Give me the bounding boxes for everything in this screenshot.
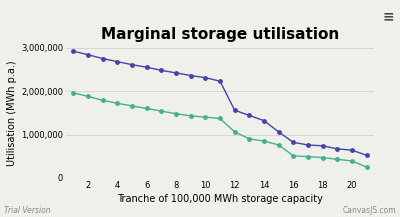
Charge: [335, 148, 340, 150]
Charge: [130, 63, 134, 66]
Charge: [291, 141, 296, 144]
Charge: [174, 72, 178, 74]
Charge: [188, 74, 193, 77]
Charge: [350, 149, 354, 151]
Discharge: [232, 131, 237, 133]
Charge: [232, 109, 237, 112]
Discharge: [335, 158, 340, 161]
Charge: [203, 76, 208, 79]
Discharge: [291, 155, 296, 157]
Charge: [364, 154, 369, 157]
Discharge: [364, 166, 369, 168]
Discharge: [144, 107, 149, 110]
Discharge: [320, 156, 325, 159]
Discharge: [130, 105, 134, 107]
Charge: [306, 144, 310, 146]
Text: CanvasJS.com: CanvasJS.com: [342, 206, 396, 215]
Discharge: [203, 116, 208, 118]
Charge: [86, 53, 90, 56]
X-axis label: Tranche of 100,000 MWh storage capacity: Tranche of 100,000 MWh storage capacity: [117, 194, 323, 204]
Charge: [115, 60, 120, 63]
Discharge: [350, 160, 354, 162]
Discharge: [306, 155, 310, 158]
Discharge: [71, 92, 76, 94]
Charge: [276, 131, 281, 133]
Discharge: [86, 95, 90, 98]
Discharge: [276, 144, 281, 146]
Charge: [218, 80, 222, 82]
Charge: [144, 66, 149, 69]
Line: Discharge: Discharge: [72, 91, 368, 169]
Charge: [262, 119, 266, 122]
Discharge: [262, 140, 266, 142]
Discharge: [159, 110, 164, 112]
Discharge: [218, 117, 222, 120]
Text: Trial Version: Trial Version: [4, 206, 51, 215]
Charge: [159, 69, 164, 72]
Charge: [100, 57, 105, 60]
Y-axis label: Utilisation (MWh p.a.): Utilisation (MWh p.a.): [7, 60, 17, 166]
Discharge: [188, 115, 193, 117]
Title: Marginal storage utilisation: Marginal storage utilisation: [101, 27, 339, 42]
Discharge: [100, 99, 105, 102]
Line: Charge: Charge: [72, 49, 368, 157]
Text: ≡: ≡: [382, 10, 394, 24]
Discharge: [174, 112, 178, 115]
Charge: [247, 114, 252, 117]
Discharge: [115, 102, 120, 105]
Charge: [320, 145, 325, 147]
Charge: [71, 50, 76, 53]
Discharge: [247, 138, 252, 140]
